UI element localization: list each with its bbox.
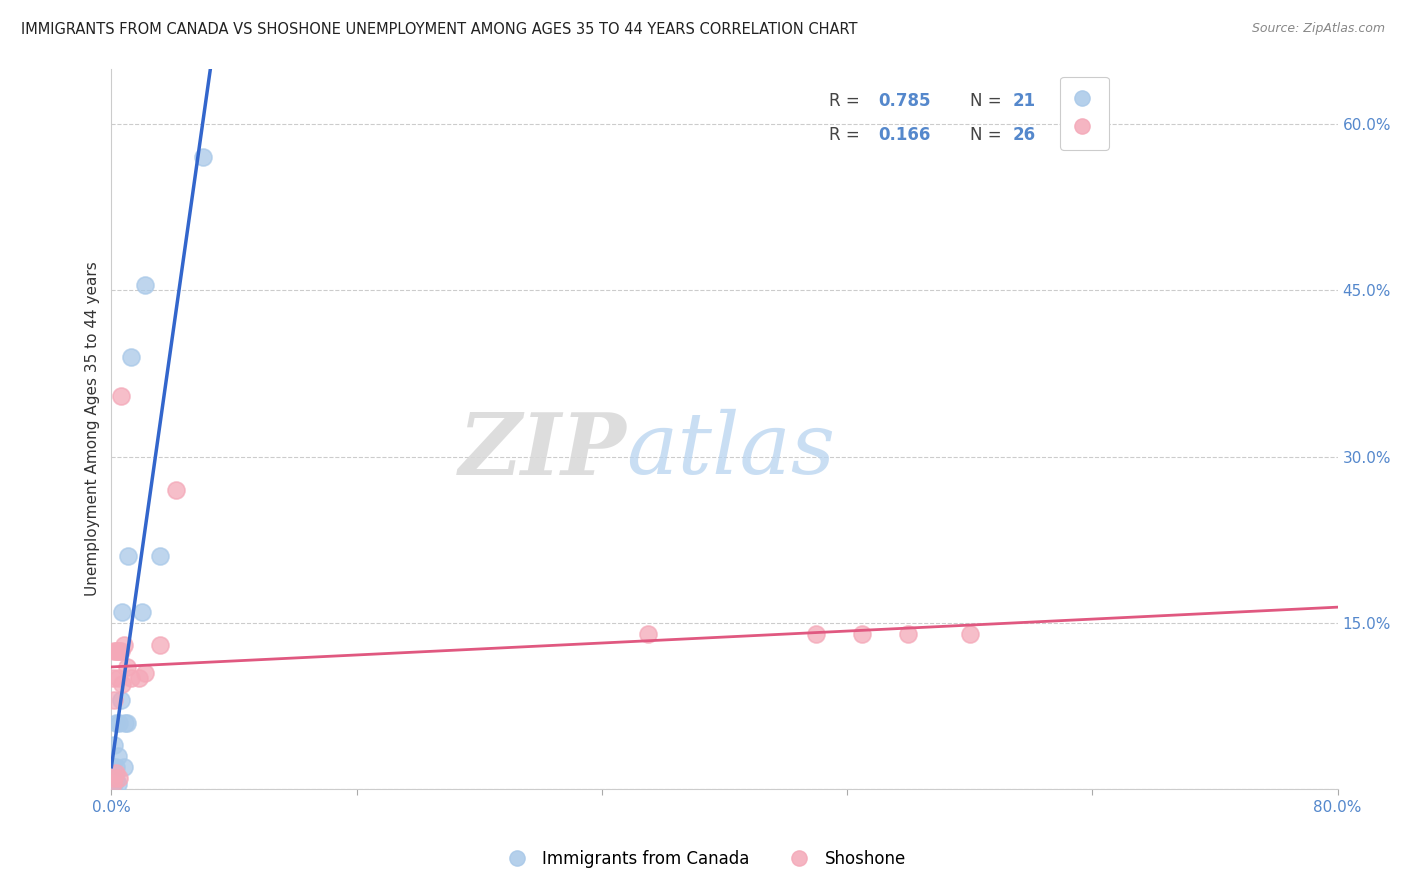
Point (128, 671, 150, 685)
Point (114, 715, 136, 730)
Point (107, 776, 129, 790)
Point (165, 483, 187, 497)
Point (637, 627, 659, 641)
Point (105, 715, 128, 730)
Point (110, 388, 132, 402)
Point (115, 660, 138, 674)
Point (131, 605, 153, 619)
Point (103, 643, 125, 657)
Y-axis label: Unemployment Among Ages 35 to 44 years: Unemployment Among Ages 35 to 44 years (86, 261, 100, 596)
Point (120, 671, 142, 685)
Point (101, 671, 124, 685)
Point (107, 643, 129, 657)
Point (111, 677, 134, 691)
Point (111, 605, 134, 619)
Point (112, 638, 135, 652)
Point (101, 776, 124, 790)
Point (112, 760, 135, 774)
Point (149, 638, 172, 652)
Text: N =: N = (970, 126, 1007, 144)
Text: R =: R = (828, 92, 865, 110)
Text: Source: ZipAtlas.com: Source: ZipAtlas.com (1251, 22, 1385, 36)
Text: 0.785: 0.785 (877, 92, 931, 110)
Legend: Immigrants from Canada, Shoshone: Immigrants from Canada, Shoshone (494, 844, 912, 875)
Point (101, 760, 124, 774)
Point (105, 773, 128, 788)
Text: N =: N = (970, 92, 1007, 110)
Text: 0.166: 0.166 (877, 126, 931, 144)
Point (851, 627, 873, 641)
Point (193, 150, 215, 164)
Point (108, 771, 131, 785)
Text: R =: R = (828, 126, 865, 144)
Point (108, 643, 131, 657)
Text: 21: 21 (1012, 92, 1036, 110)
Point (105, 765, 128, 780)
Point (134, 277, 156, 292)
Point (897, 627, 920, 641)
Point (149, 549, 172, 564)
Point (105, 643, 128, 657)
Point (115, 715, 138, 730)
Point (103, 738, 125, 752)
Point (108, 715, 131, 730)
Text: ZIP: ZIP (458, 409, 627, 492)
Point (110, 643, 132, 657)
Point (134, 665, 156, 680)
Point (101, 776, 124, 790)
Point (959, 627, 981, 641)
Point (110, 693, 132, 707)
Text: 26: 26 (1012, 126, 1036, 144)
Point (120, 350, 142, 364)
Point (103, 776, 125, 790)
Text: IMMIGRANTS FROM CANADA VS SHOSHONE UNEMPLOYMENT AMONG AGES 35 TO 44 YEARS CORREL: IMMIGRANTS FROM CANADA VS SHOSHONE UNEMP… (21, 22, 858, 37)
Point (103, 771, 125, 785)
Text: atlas: atlas (627, 409, 835, 491)
Point (107, 671, 129, 685)
Point (105, 760, 128, 774)
Legend: , : , (1060, 77, 1108, 150)
Point (117, 549, 139, 564)
Point (806, 627, 828, 641)
Point (103, 693, 125, 707)
Point (107, 748, 129, 763)
